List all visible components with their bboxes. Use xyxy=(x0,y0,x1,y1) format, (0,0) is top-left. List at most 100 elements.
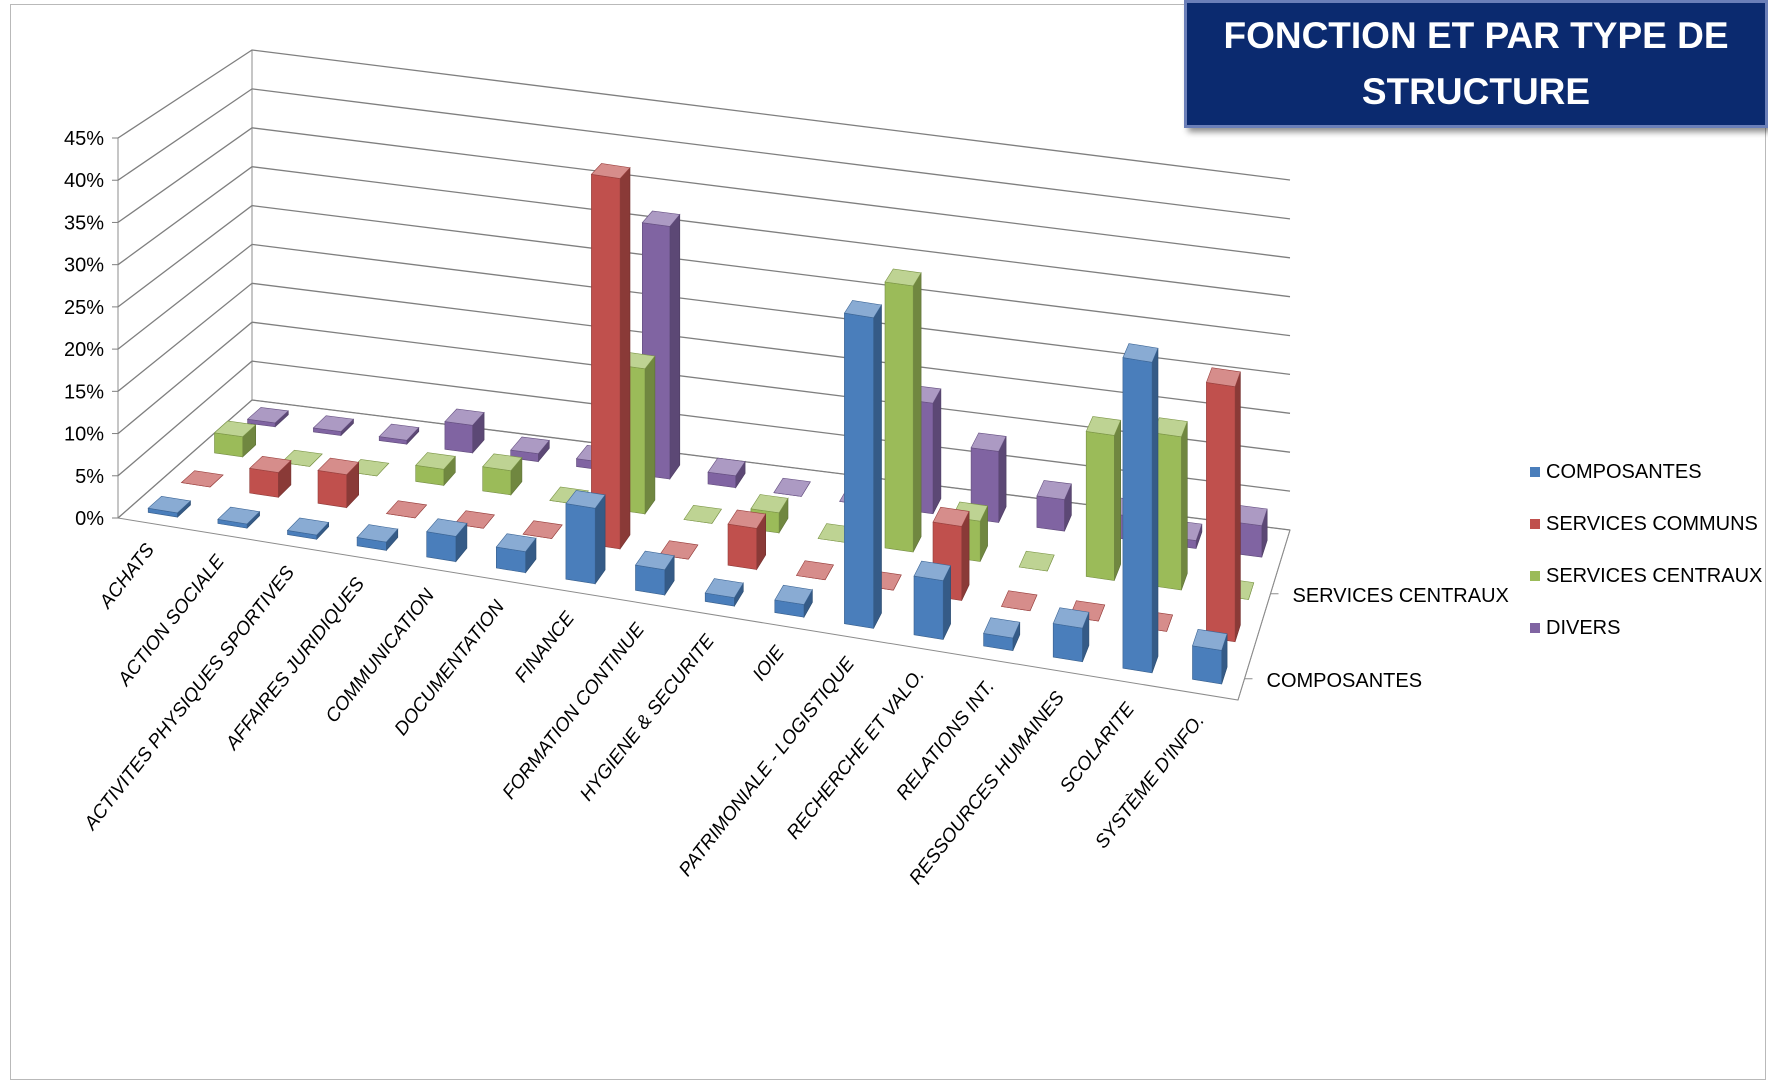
legend-label: SERVICES COMMUNS xyxy=(1546,512,1758,535)
bar-front-face xyxy=(1052,623,1083,663)
y-tick-label-6: 30% xyxy=(64,255,104,277)
bar xyxy=(286,517,330,541)
bar-top-face xyxy=(932,506,970,527)
bar-side-face xyxy=(1151,348,1159,674)
bar-side-face xyxy=(1181,421,1188,591)
bar xyxy=(426,518,468,563)
bar-top-face xyxy=(727,509,767,529)
x-category-label: RESSOURCES HUMAINES xyxy=(905,687,1069,888)
bar-top-face xyxy=(1052,607,1090,629)
bar-top-face xyxy=(147,495,192,514)
bar-top-face xyxy=(707,457,746,477)
bar-top-face xyxy=(415,452,456,470)
bar xyxy=(356,524,399,552)
legend-item: SERVICES CENTRAUX xyxy=(1530,550,1763,602)
bar-top-face xyxy=(522,520,563,539)
bar-side-face xyxy=(1114,420,1121,581)
bar xyxy=(565,490,606,585)
bar-top-face xyxy=(641,210,681,227)
bar xyxy=(683,504,723,524)
x-category-label: FORMATION CONTINUE xyxy=(499,619,649,803)
legend-label: DIVERS xyxy=(1546,616,1621,639)
bar-top-face xyxy=(795,560,834,581)
y-axis-ticks: 0% 5% 10% 15% 20% 25% 30% 35% 40% 45% xyxy=(64,128,104,530)
bar-top-face xyxy=(378,423,420,441)
legend-item: DIVERS xyxy=(1530,602,1760,654)
gridline-0 xyxy=(117,399,1291,531)
bar-top-face xyxy=(495,533,537,553)
bar-top-face xyxy=(217,506,261,525)
gridline-7 xyxy=(117,127,1291,259)
chart-legend: COMPOSANTES SERVICES COMMUNS SERVICES CENT… xyxy=(1530,446,1763,654)
bar-top-face xyxy=(774,584,813,605)
bar-top-face xyxy=(704,578,744,599)
bar xyxy=(482,453,523,496)
bar-top-face xyxy=(280,449,323,467)
bar xyxy=(444,408,485,454)
bar-top-face xyxy=(843,300,882,319)
bar-top-face xyxy=(750,494,789,514)
bar xyxy=(317,457,360,509)
bar-top-face xyxy=(317,457,360,476)
bar xyxy=(180,470,224,488)
bar-side-face xyxy=(594,493,606,585)
bar xyxy=(495,533,537,574)
bar xyxy=(1122,343,1159,674)
bar xyxy=(217,506,261,529)
bar-top-face xyxy=(385,500,428,519)
bar-top-face xyxy=(773,477,811,497)
bar-top-face xyxy=(356,524,399,543)
bar xyxy=(913,560,952,640)
bar xyxy=(213,420,257,458)
bar xyxy=(246,407,289,428)
y-tick-label-7: 35% xyxy=(64,212,104,234)
bar-top-face xyxy=(312,415,355,432)
bar-top-face xyxy=(1036,480,1072,500)
y-tick-label-2: 10% xyxy=(64,424,104,446)
x-category-label: RECHERCHE ET VALO. xyxy=(783,665,929,843)
bar xyxy=(970,432,1007,523)
bar-side-face xyxy=(932,388,942,514)
gridline-6 xyxy=(117,166,1291,298)
bar xyxy=(707,457,746,489)
bar xyxy=(1018,550,1055,572)
x-category-label: SCOLARITE xyxy=(1056,699,1139,797)
gridline-3 xyxy=(117,282,1291,414)
legend-label: SERVICES CENTRAUX xyxy=(1546,564,1763,587)
legend-label: COMPOSANTES xyxy=(1546,460,1702,483)
legend-item: COMPOSANTES xyxy=(1530,446,1760,498)
gridline-4 xyxy=(117,243,1291,376)
bar-top-face xyxy=(286,517,330,536)
bar-top-face xyxy=(426,518,468,537)
bar-front-face xyxy=(1206,382,1236,643)
bar xyxy=(1036,480,1072,532)
bar xyxy=(147,495,192,518)
bar-front-face xyxy=(482,466,512,496)
bar-top-face xyxy=(683,504,723,524)
bar-top-face xyxy=(590,163,631,179)
bar-side-face xyxy=(912,271,922,553)
bar-top-face xyxy=(246,407,289,424)
bar xyxy=(1233,505,1268,558)
chart-bars xyxy=(147,163,1268,685)
bar-top-face xyxy=(884,268,922,287)
bar-top-face xyxy=(180,470,224,488)
bar-front-face xyxy=(426,531,457,562)
bar xyxy=(1152,417,1188,591)
bar xyxy=(415,452,456,487)
bar-front-face xyxy=(565,503,596,585)
bar xyxy=(510,436,550,463)
bar-front-face xyxy=(1192,645,1222,685)
bar-top-face xyxy=(913,560,952,582)
bar-top-face xyxy=(482,453,523,472)
bar-front-face xyxy=(1122,357,1153,674)
x-category-label: IOIE xyxy=(749,642,789,685)
bar xyxy=(843,300,882,629)
bar-top-face xyxy=(1192,628,1228,651)
bar-top-face xyxy=(1085,416,1122,436)
bar-front-face xyxy=(913,575,944,640)
y-tick-label-5: 25% xyxy=(64,297,104,319)
bar xyxy=(884,268,922,553)
